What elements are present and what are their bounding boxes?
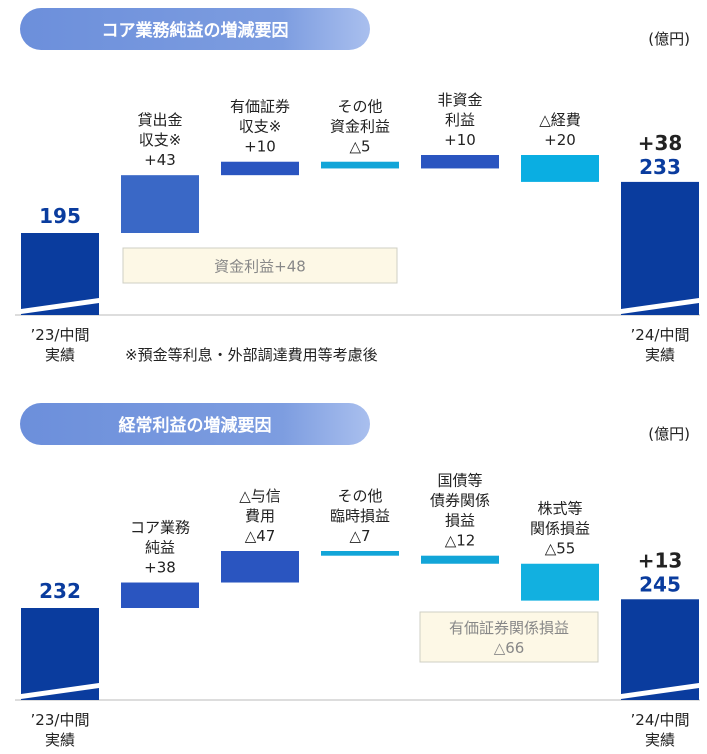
step-bar bbox=[221, 551, 299, 583]
value-label: △12 bbox=[445, 532, 476, 550]
group-label: 資金利益+48 bbox=[214, 258, 306, 276]
step-bar bbox=[521, 155, 599, 182]
category-label: コア業務純益 bbox=[130, 519, 190, 557]
category-label-line: 収支※ bbox=[239, 118, 282, 136]
end-bar bbox=[621, 181, 699, 315]
value-label: △5 bbox=[349, 138, 370, 156]
group-box bbox=[122, 247, 398, 284]
category-label-line: その他 bbox=[337, 98, 382, 116]
value-label: △47 bbox=[245, 527, 276, 545]
category-label-line: その他 bbox=[337, 487, 382, 505]
end-label-line: 実績 bbox=[645, 346, 675, 364]
group-label: 有価証券関係損益 △66 bbox=[449, 619, 569, 657]
unit: (億円) bbox=[648, 425, 690, 443]
step-bar bbox=[121, 175, 199, 233]
category-label-line: 利益 bbox=[445, 111, 475, 129]
category-label-line: 資金利益 bbox=[330, 118, 390, 136]
category-label-line: 有価証券 bbox=[230, 98, 290, 116]
start-label-line: ’23/中間 bbox=[31, 326, 90, 344]
end-value: 245 bbox=[639, 572, 681, 596]
end-label-line: 実績 bbox=[645, 731, 675, 749]
start-label-line: 実績 bbox=[45, 731, 75, 749]
value-label: △7 bbox=[349, 527, 370, 545]
step-bar bbox=[521, 563, 599, 601]
end-value: 233 bbox=[639, 155, 681, 179]
category-label: その他臨時損益 bbox=[330, 487, 390, 525]
category-label: 国債等債券関係損益 bbox=[430, 472, 490, 530]
group-label-line: 有価証券関係損益 bbox=[449, 619, 569, 637]
group-box bbox=[419, 611, 599, 663]
category-label-line: △経費 bbox=[539, 111, 581, 129]
category-label-line: 株式等 bbox=[537, 500, 582, 518]
category-label-line: コア業務 bbox=[130, 519, 190, 537]
break-slash bbox=[21, 298, 99, 314]
value-label: △55 bbox=[545, 540, 576, 558]
step-bar bbox=[321, 161, 399, 169]
end-change: +13 bbox=[638, 548, 683, 572]
category-label-line: 関係損益 bbox=[530, 520, 590, 538]
category-label-line: 非資金 bbox=[437, 91, 482, 109]
step-bar bbox=[321, 551, 399, 556]
group-label-line: △66 bbox=[494, 639, 525, 657]
category-label-line: 純益 bbox=[145, 539, 175, 557]
end-label: ’24/中間実績 bbox=[631, 326, 690, 364]
category-label: △与信費用 bbox=[239, 487, 281, 525]
end-bar bbox=[621, 599, 699, 700]
category-label-line: 収支※ bbox=[139, 131, 182, 149]
category-label: その他資金利益 bbox=[330, 98, 390, 136]
step-bar bbox=[421, 155, 499, 169]
category-label-line: 債券関係 bbox=[430, 492, 490, 510]
header-pill bbox=[20, 403, 370, 445]
end-label-line: ’24/中間 bbox=[631, 711, 690, 729]
step-bar bbox=[421, 555, 499, 564]
start-label: ’23/中間実績 bbox=[31, 711, 90, 749]
start-value: 195 bbox=[39, 204, 81, 228]
break-slash bbox=[21, 683, 99, 699]
step-bar bbox=[121, 582, 199, 608]
category-label: 非資金利益 bbox=[437, 91, 482, 129]
category-label: △経費 bbox=[539, 111, 581, 129]
category-label-line: 国債等 bbox=[437, 472, 482, 490]
header-pill bbox=[20, 8, 370, 50]
value-label: +20 bbox=[544, 131, 576, 149]
header-title: 経常利益の増減要因 bbox=[119, 415, 272, 436]
category-label: 貸出金収支※ bbox=[137, 111, 182, 149]
start-bar bbox=[21, 608, 99, 700]
end-label: ’24/中間実績 bbox=[631, 711, 690, 749]
step-bar bbox=[221, 161, 299, 176]
category-label-line: 費用 bbox=[245, 507, 275, 525]
category-label: 有価証券収支※ bbox=[230, 98, 290, 136]
break-slash bbox=[621, 683, 699, 699]
category-label: 株式等関係損益 bbox=[530, 500, 590, 538]
value-label: +43 bbox=[144, 151, 176, 169]
value-label: +10 bbox=[444, 131, 476, 149]
start-label-line: 実績 bbox=[45, 346, 75, 364]
start-value: 232 bbox=[39, 579, 81, 603]
group-label-line: 資金利益+48 bbox=[214, 258, 306, 276]
note: ※預金等利息・外部調達費用等考慮後 bbox=[125, 346, 378, 364]
start-label: ’23/中間実績 bbox=[31, 326, 90, 364]
value-label: +10 bbox=[244, 138, 276, 156]
break-slash bbox=[621, 298, 699, 314]
end-change: +38 bbox=[638, 131, 683, 155]
end-label-line: ’24/中間 bbox=[631, 326, 690, 344]
start-label-line: ’23/中間 bbox=[31, 711, 90, 729]
category-label-line: △与信 bbox=[239, 487, 281, 505]
category-label-line: 貸出金 bbox=[137, 111, 182, 129]
category-label-line: 臨時損益 bbox=[330, 507, 390, 525]
unit: (億円) bbox=[648, 30, 690, 48]
value-label: +38 bbox=[144, 559, 176, 577]
header-title: コア業務純益の増減要因 bbox=[102, 20, 289, 41]
category-label-line: 損益 bbox=[445, 512, 475, 530]
